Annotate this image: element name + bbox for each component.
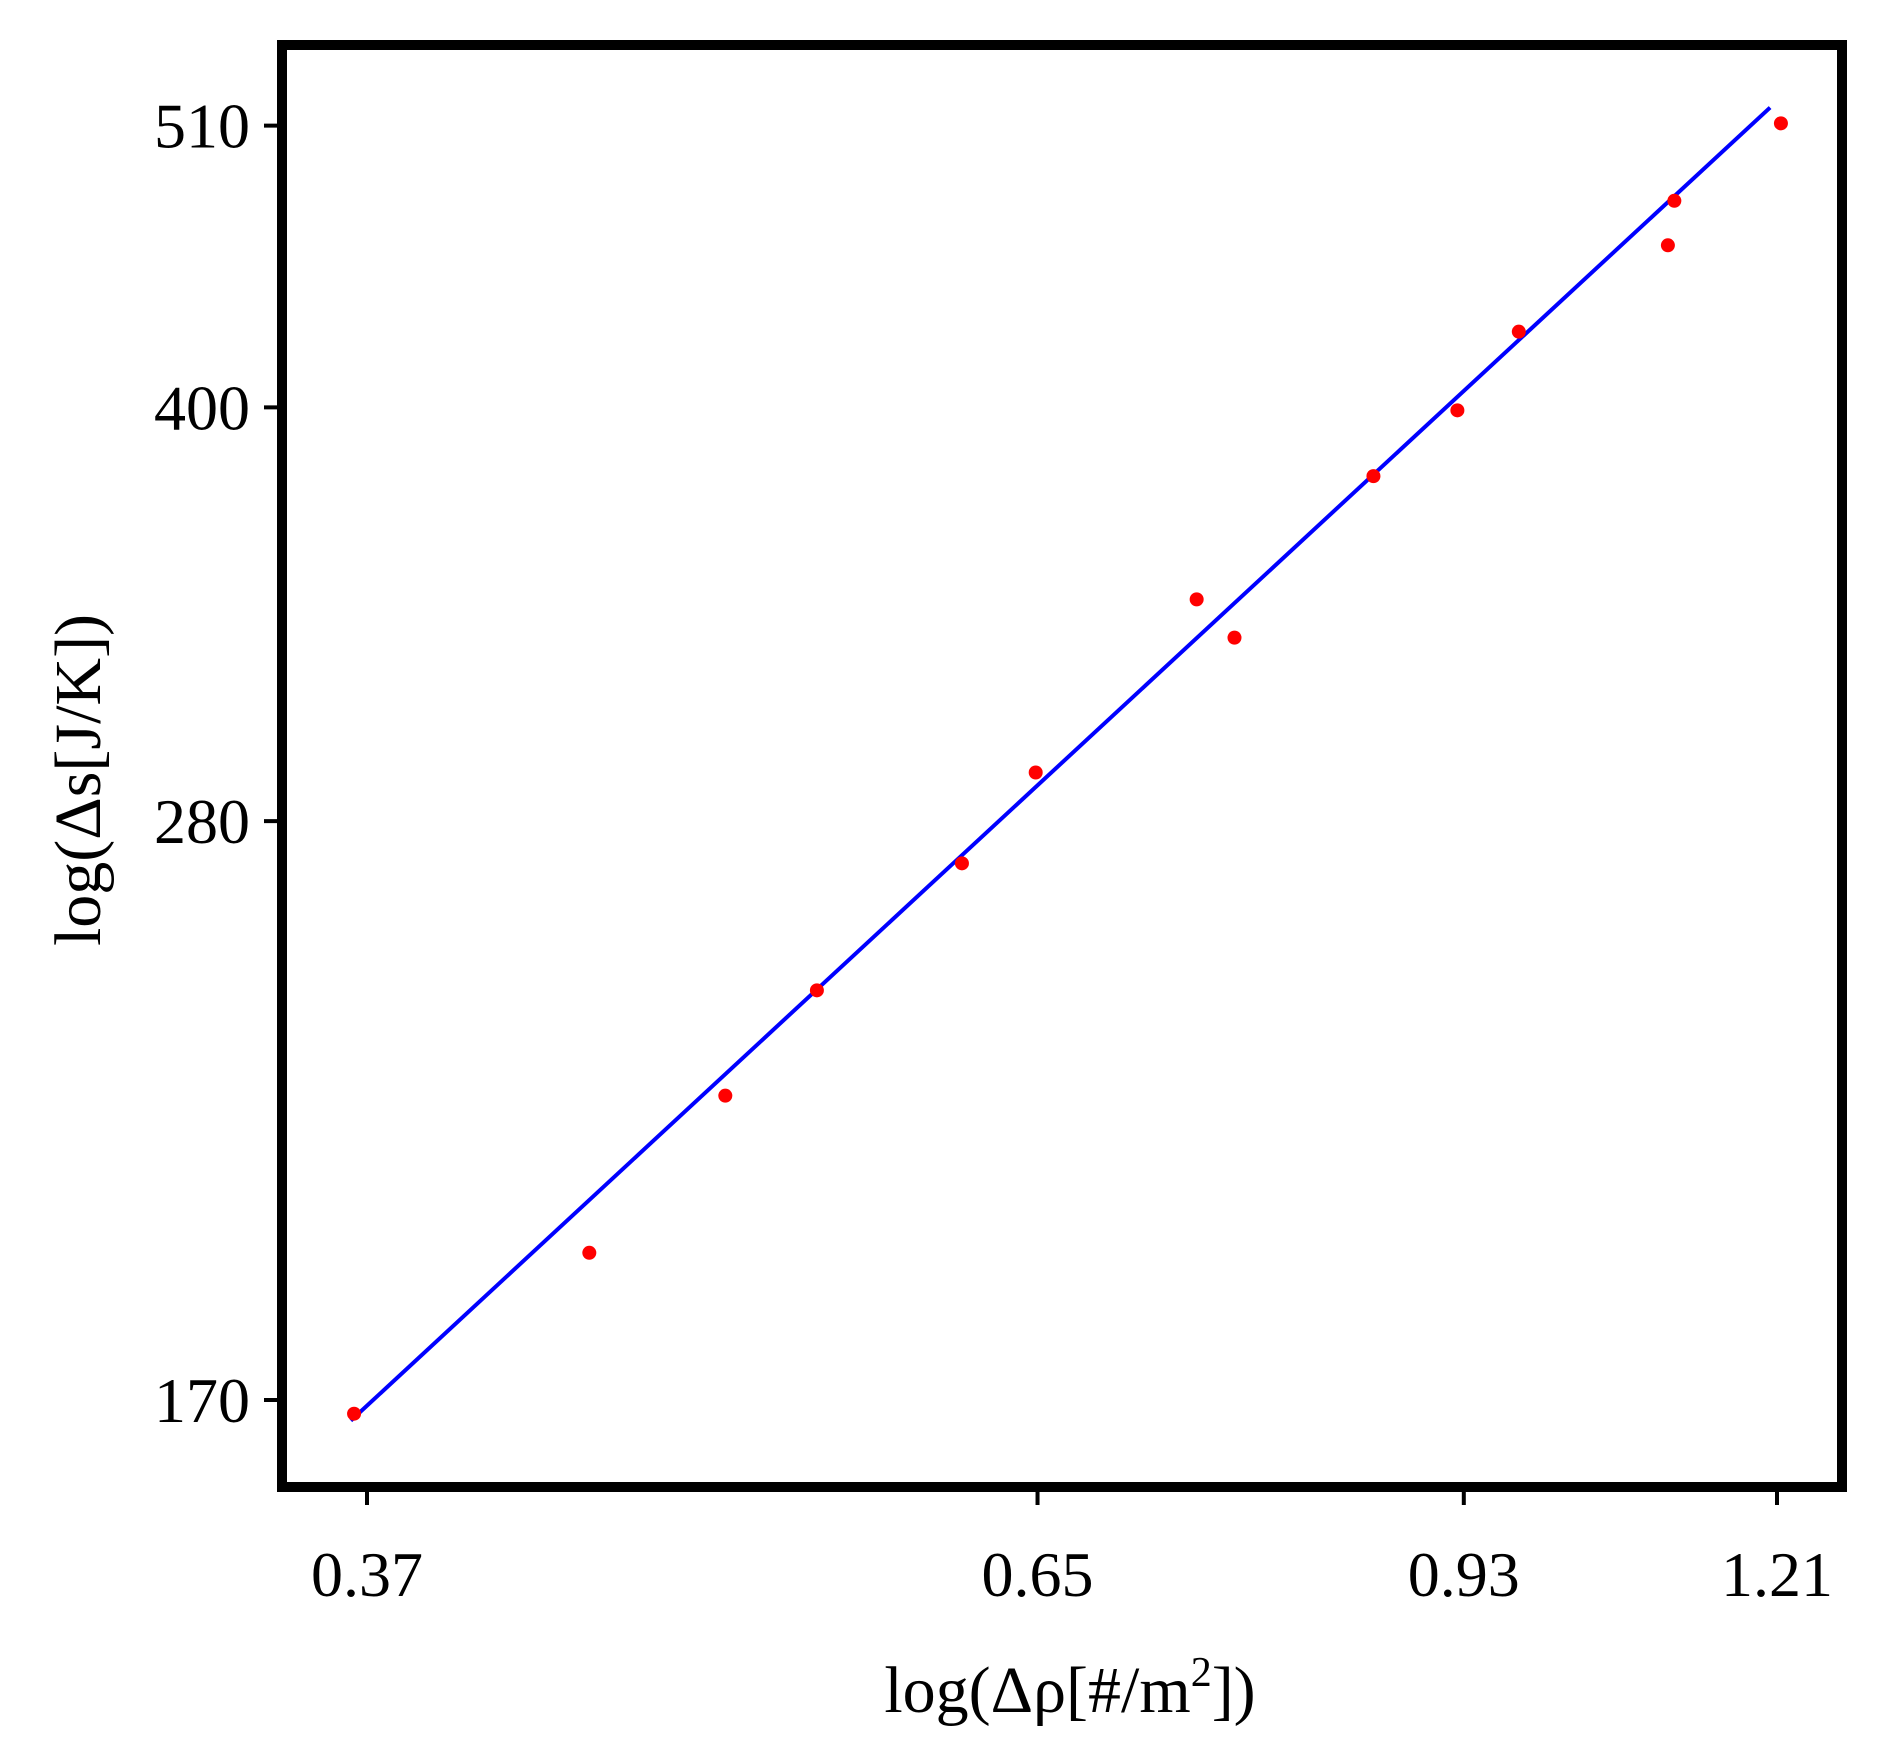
- data-point: [1660, 238, 1675, 253]
- y-axis-label: log(Δs[J/K]): [42, 614, 115, 946]
- y-tick-label: 170: [154, 1365, 250, 1436]
- x-tick-label: 1.21: [1721, 1539, 1833, 1610]
- data-point: [954, 856, 969, 871]
- data-point: [582, 1245, 597, 1260]
- fit-line: [349, 106, 1772, 1423]
- plot-frame: [277, 40, 1847, 1492]
- x-tick-label: 0.37: [311, 1539, 423, 1610]
- x-axis-label: log(Δρ[#/m2]): [884, 1650, 1255, 1727]
- data-point: [1773, 116, 1788, 131]
- ticks: [264, 123, 1779, 1505]
- data-point: [1227, 630, 1242, 645]
- data-point: [809, 983, 824, 998]
- x-tick-label: 0.65: [982, 1539, 1094, 1610]
- y-tick-label: 400: [154, 372, 250, 443]
- y-tick-label: 280: [154, 786, 250, 857]
- data-point: [347, 1406, 362, 1421]
- x-tick-label: 0.93: [1408, 1539, 1520, 1610]
- data-point: [1366, 469, 1381, 484]
- data-point: [1667, 193, 1682, 208]
- y-tick-label: 510: [154, 91, 250, 162]
- plot-marks: [347, 106, 1788, 1423]
- data-point: [718, 1088, 733, 1103]
- data-point: [1450, 403, 1465, 418]
- data-point: [1189, 592, 1204, 607]
- data-point: [1511, 324, 1526, 339]
- data-point: [1028, 765, 1043, 780]
